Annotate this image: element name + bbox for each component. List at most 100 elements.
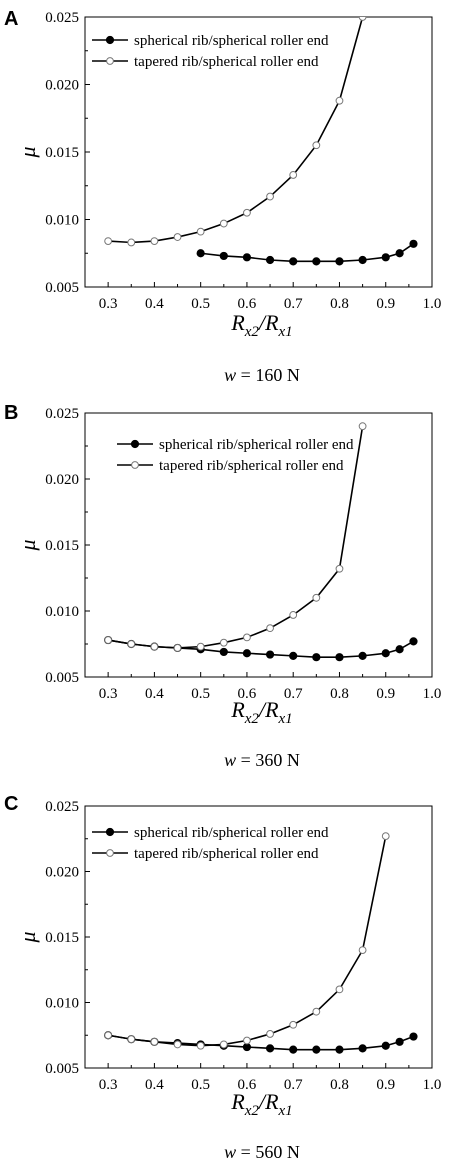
x-axis-label-part: x1 — [278, 1103, 293, 1119]
data-point — [381, 832, 390, 841]
y-tick-label: 0.010 — [45, 604, 79, 620]
y-tick-label: 0.005 — [45, 280, 79, 296]
data-point — [335, 96, 344, 105]
data-point — [289, 171, 298, 179]
data-point — [395, 1037, 404, 1046]
legend-label: spherical rib/spherical roller end — [159, 437, 354, 453]
x-tick-label: 0.3 — [99, 296, 118, 312]
data-point — [104, 636, 113, 644]
data-point — [395, 645, 404, 654]
series-tapered-rib — [104, 422, 367, 652]
data-point — [196, 642, 205, 651]
x-tick-label: 0.9 — [376, 296, 395, 312]
data-point — [312, 1007, 321, 1016]
x-axis-label-part: R — [230, 1089, 245, 1114]
x-tick-label: 0.4 — [145, 296, 164, 312]
data-point — [381, 649, 390, 658]
data-point — [358, 1044, 367, 1053]
legend-entry: spherical rib/spherical roller end — [92, 825, 329, 841]
data-point — [358, 651, 367, 660]
data-point — [358, 255, 367, 265]
data-point — [127, 640, 136, 648]
legend-marker — [105, 35, 115, 45]
data-point — [381, 253, 390, 262]
legend-label: tapered rib/spherical roller end — [134, 54, 319, 70]
series-line — [107, 835, 387, 1047]
x-axis-label-part: R — [230, 310, 245, 335]
legend-entry: tapered rib/spherical roller end — [92, 846, 319, 862]
legend-marker — [130, 439, 140, 449]
series-tapered-rib — [104, 832, 390, 1050]
x-axis-label-part: R — [264, 697, 279, 722]
load-caption-value: = 360 N — [241, 750, 300, 770]
data-point — [358, 946, 367, 954]
data-point — [150, 1037, 159, 1046]
data-point — [173, 233, 182, 241]
x-axis-label: Rx2/Rx1 — [230, 1089, 292, 1119]
data-point — [243, 633, 251, 642]
panel-letter: C — [4, 793, 18, 815]
series-spherical-rib — [196, 239, 418, 266]
x-tick-label: 0.8 — [330, 1077, 349, 1093]
data-point — [409, 239, 418, 248]
legend-entry: tapered rib/spherical roller end — [92, 54, 319, 70]
data-point — [196, 249, 205, 258]
x-tick-label: 0.6 — [238, 296, 257, 312]
x-tick-label: 0.4 — [145, 1077, 164, 1093]
x-axis-label-part: x2 — [244, 1103, 260, 1119]
x-tick-label: 1.0 — [423, 1077, 442, 1093]
series-line — [200, 243, 414, 263]
chart-panel-a: A 0.3 0.4 0.5 0.6 0.7 0.8 0.9 1.0 0.005 0.010 0.015… — [4, 8, 441, 385]
data-point — [335, 1045, 344, 1054]
data-point — [289, 257, 298, 266]
legend-entry: spherical rib/spherical roller end — [117, 437, 354, 453]
data-point — [289, 651, 298, 660]
x-tick-label: 0.9 — [376, 1077, 395, 1093]
data-point — [265, 255, 275, 265]
y-tick-label: 0.005 — [45, 670, 79, 686]
data-point — [219, 638, 228, 647]
y-tick-label: 0.025 — [45, 406, 79, 422]
data-point — [266, 192, 274, 201]
legend-label: tapered rib/spherical roller end — [159, 458, 344, 474]
data-point — [150, 642, 159, 651]
x-axis-label-part: / — [257, 697, 267, 722]
data-point — [289, 611, 298, 619]
data-point — [150, 237, 159, 246]
data-point — [242, 1042, 252, 1052]
data-point — [289, 1045, 298, 1054]
load-caption: w = 560 N — [224, 1142, 300, 1162]
data-point — [243, 208, 251, 217]
x-tick-label: 0.6 — [238, 686, 257, 702]
legend-marker — [106, 57, 114, 65]
data-point — [219, 251, 228, 261]
x-axis-label-part: R — [230, 697, 245, 722]
data-point — [173, 644, 182, 652]
load-caption-var: w — [224, 750, 241, 770]
data-point — [243, 1036, 251, 1045]
x-axis-label-part: / — [257, 1089, 267, 1114]
y-tick-label: 0.020 — [45, 865, 79, 881]
y-tick-label: 0.020 — [45, 472, 79, 488]
data-point — [409, 637, 418, 646]
data-point — [173, 1040, 182, 1049]
legend-marker — [106, 849, 114, 857]
y-tick-label: 0.025 — [45, 10, 79, 26]
y-tick-label: 0.015 — [45, 930, 79, 946]
x-tick-label: 0.9 — [376, 686, 395, 702]
x-axis-label-part: R — [264, 1089, 279, 1114]
y-tick-label: 0.020 — [45, 78, 79, 94]
data-point — [289, 1020, 298, 1029]
legend-entry: spherical rib/spherical roller end — [92, 33, 329, 49]
load-caption: w = 360 N — [224, 750, 300, 770]
x-axis-label-part: x1 — [278, 711, 293, 727]
x-tick-label: 0.8 — [330, 686, 349, 702]
y-tick-label: 0.010 — [45, 996, 79, 1012]
load-caption-value: = 160 N — [241, 365, 300, 385]
x-tick-label: 1.0 — [423, 296, 442, 312]
y-axis-label: μ — [15, 539, 40, 551]
x-tick-label: 0.7 — [284, 296, 303, 312]
x-axis-label-part: x2 — [244, 711, 260, 727]
series-line — [108, 17, 364, 244]
panel-letter: A — [4, 8, 18, 30]
